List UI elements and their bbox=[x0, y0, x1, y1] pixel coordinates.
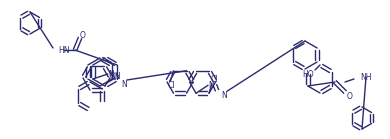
Text: O: O bbox=[347, 91, 353, 100]
Text: O: O bbox=[80, 30, 86, 39]
Text: N: N bbox=[221, 91, 227, 100]
Text: N: N bbox=[121, 80, 127, 89]
Text: N: N bbox=[208, 81, 214, 90]
Text: OH: OH bbox=[109, 71, 121, 80]
Text: NH: NH bbox=[360, 73, 372, 81]
Text: N: N bbox=[108, 70, 114, 79]
Text: Cl: Cl bbox=[168, 81, 175, 90]
Text: Cl: Cl bbox=[210, 75, 218, 84]
Text: HO: HO bbox=[302, 70, 314, 79]
Text: HN: HN bbox=[58, 45, 69, 54]
